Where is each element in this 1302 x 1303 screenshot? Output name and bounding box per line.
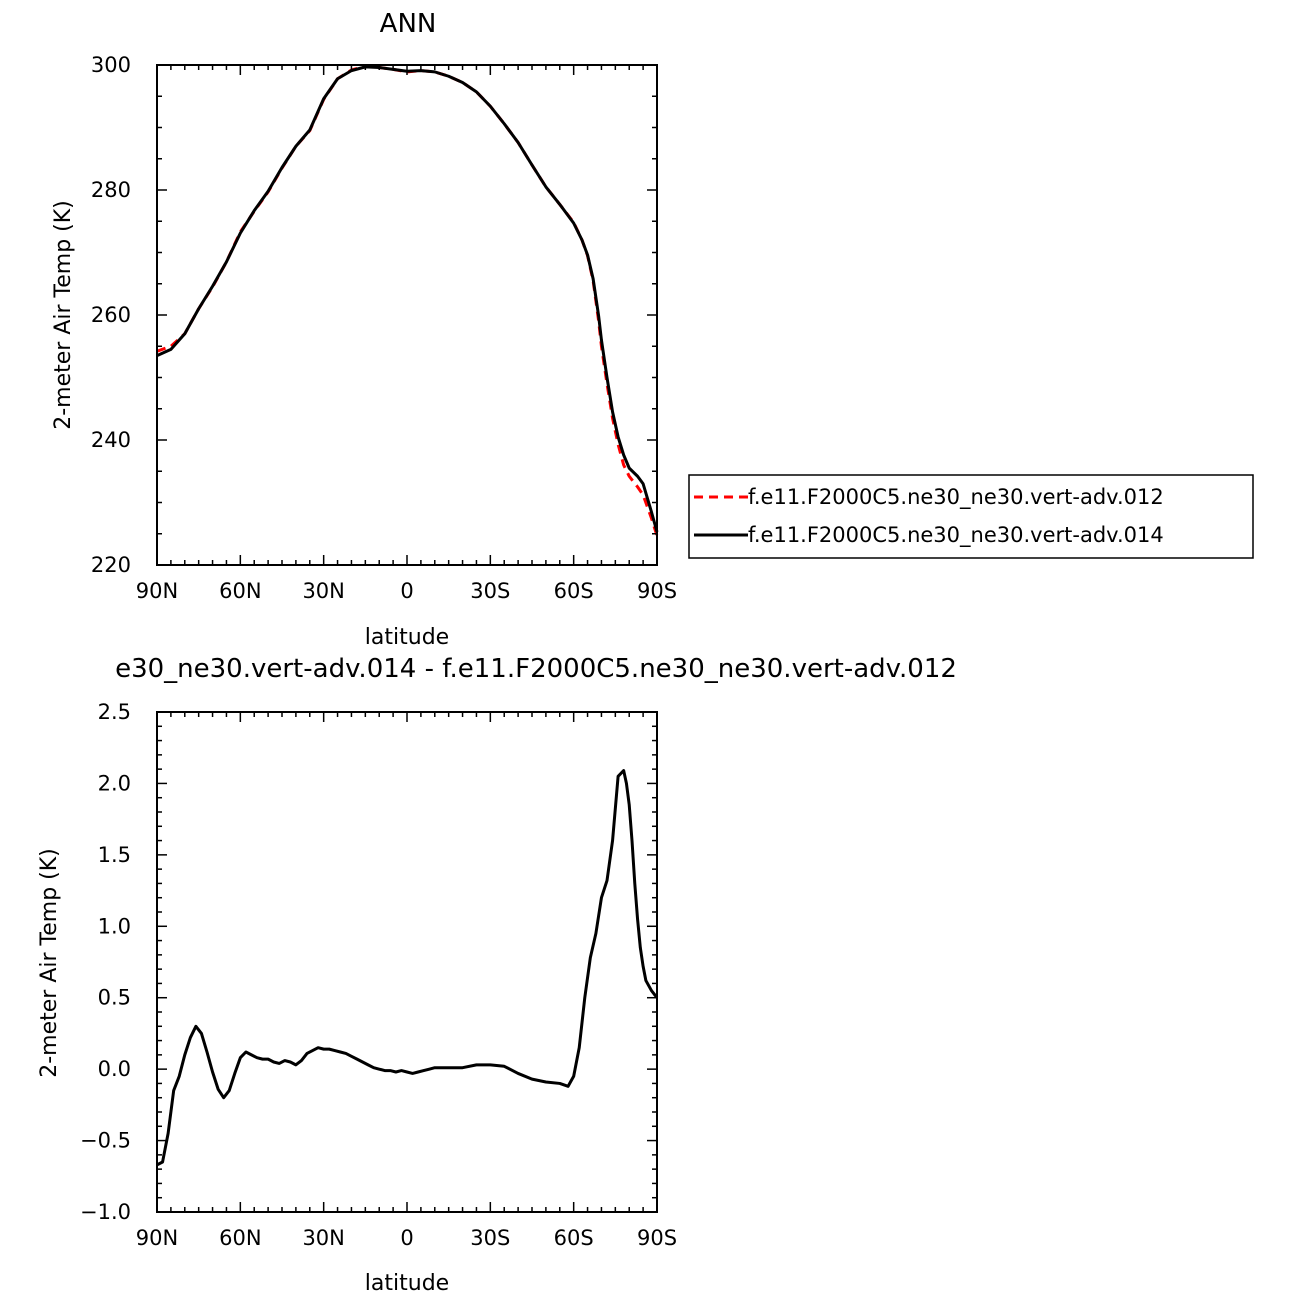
bottom-y-tick-label: 2.5 [98,700,131,724]
top-x-tick-label: 60N [219,579,261,603]
top-plot-frame [156,64,658,566]
bottom-y-tick-label: 0.0 [98,1057,131,1081]
bottom-x-tick-label: 30N [302,1226,344,1250]
bottom-x-tick-label: 90S [637,1226,677,1250]
legend-label-014: f.e11.F2000C5.ne30_ne30.vert-adv.014 [748,523,1164,548]
top-y-tick-label: 260 [91,303,131,327]
bottom-chart-title: e30_ne30.vert-adv.014 - f.e11.F2000C5.ne… [115,654,957,684]
top-x-tick-label: 0 [400,579,413,603]
bottom-y-tick-label: 2.0 [98,771,131,795]
top-y-tick-label: 240 [91,428,131,452]
top-panel: ANN 90N 60N 30N 0 30S 60S 90S 220 240 260 280 300 2… [51,9,1254,650]
bottom-y-tick-label: 0.5 [98,986,131,1010]
bottom-x-tick-label: 30S [470,1226,510,1250]
top-y-axis-label: 2-meter Air Temp (K) [51,200,76,430]
top-x-tick-label: 90S [637,579,677,603]
bottom-ticks: 90N 60N 30N 0 30S 60S 90S −1.0 −0.5 0.0 0.5 1.0 1.5 2… [80,700,677,1250]
bottom-y-tick-label: 1.0 [98,914,131,938]
top-y-tick-label: 280 [91,178,131,202]
legend-label-012: f.e11.F2000C5.ne30_ne30.vert-adv.012 [748,485,1164,510]
bottom-plot-frame [156,711,658,1213]
bottom-x-tick-label: 60N [219,1226,261,1250]
top-ticks: 90N 60N 30N 0 30S 60S 90S 220 240 260 280 300 [91,53,677,603]
top-y-tick-label: 220 [91,553,131,577]
top-y-tick-label: 300 [91,53,131,77]
bottom-x-tick-label: 90N [136,1226,178,1250]
top-series-line-012 [156,64,659,537]
top-x-tick-label: 90N [136,579,178,603]
top-x-tick-label: 30N [302,579,344,603]
bottom-x-tick-label: 60S [554,1226,594,1250]
bottom-series-line-0 [156,769,659,1167]
bottom-x-axis-label: latitude [365,1271,449,1296]
bottom-y-axis-label: 2-meter Air Temp (K) [37,848,62,1078]
top-x-axis-label: latitude [365,625,449,650]
bottom-y-tick-label: 1.5 [98,843,131,867]
bottom-x-tick-label: 0 [400,1226,413,1250]
top-x-tick-label: 60S [554,579,594,603]
bottom-panel: e30_ne30.vert-adv.014 - f.e11.F2000C5.ne… [37,654,957,1296]
bottom-plot-lines [156,769,659,1167]
legend-box [688,474,1254,559]
bottom-y-tick-label: −0.5 [80,1129,131,1153]
top-series-line-014 [156,65,659,533]
bottom-y-tick-label: −1.0 [80,1200,131,1224]
top-x-tick-label: 30S [470,579,510,603]
legend: f.e11.F2000C5.ne30_ne30.vert-adv.012 f.e… [688,474,1254,559]
top-chart-title: ANN [380,9,437,39]
top-plot-lines [156,64,659,537]
